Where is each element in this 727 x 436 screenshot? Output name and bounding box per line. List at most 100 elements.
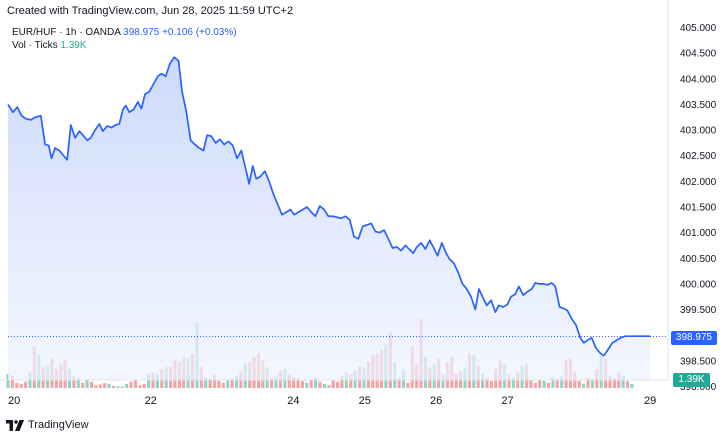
time-axis-tick: 26 bbox=[430, 395, 442, 407]
volume-bar bbox=[125, 383, 129, 388]
price-axis-tick: 401.500 bbox=[680, 203, 717, 214]
volume-bar bbox=[481, 374, 485, 388]
volume-bar bbox=[292, 376, 296, 388]
volume-bar bbox=[274, 375, 278, 388]
volume-bar bbox=[300, 381, 304, 388]
volume-bar bbox=[287, 374, 291, 388]
volume-bar bbox=[630, 383, 634, 388]
volume-bar bbox=[19, 383, 23, 388]
price-axis-tick: 400.500 bbox=[680, 254, 717, 265]
volume-bar bbox=[142, 383, 146, 388]
volume-bar bbox=[138, 385, 142, 388]
volume-bar bbox=[208, 379, 212, 388]
volume-bar bbox=[296, 378, 300, 388]
legend-volume-label: Vol · Ticks bbox=[12, 40, 58, 51]
legend-main-row: EUR/HUF · 1h · OANDA 398.975 +0.106 (+0.… bbox=[12, 26, 237, 39]
legend-price: 398.975 bbox=[123, 27, 160, 38]
volume-bar bbox=[586, 377, 590, 388]
volume-bar bbox=[10, 375, 14, 388]
volume-bar bbox=[608, 375, 612, 388]
volume-bar bbox=[230, 378, 234, 388]
volume-bar bbox=[626, 381, 630, 388]
volume-bar bbox=[15, 382, 19, 388]
volume-bar bbox=[322, 383, 326, 388]
legend-volume-value: 1.39K bbox=[60, 40, 87, 51]
volume-bar bbox=[94, 385, 98, 388]
volume-bar bbox=[340, 375, 344, 388]
volume-bar bbox=[147, 374, 151, 388]
price-axis-tick: 404.500 bbox=[680, 49, 717, 60]
volume-bar bbox=[406, 382, 410, 388]
volume-bar bbox=[309, 380, 313, 388]
volume-bar bbox=[204, 377, 208, 388]
volume-bar bbox=[103, 383, 107, 388]
time-axis-tick: 22 bbox=[145, 395, 157, 407]
time-axis-tick: 29 bbox=[644, 395, 656, 407]
volume-bar bbox=[155, 374, 159, 388]
volume-bar bbox=[533, 382, 537, 388]
time-axis-tick: 20 bbox=[8, 395, 20, 407]
time-axis[interactable]: 20 22 24 25 26 27 29 bbox=[8, 395, 656, 407]
volume-bar bbox=[485, 377, 489, 388]
volume-bar bbox=[111, 385, 116, 388]
volume-bar bbox=[542, 381, 546, 388]
volume-bar bbox=[529, 380, 533, 388]
volume-bar bbox=[582, 383, 586, 388]
price-axis-tick: 402.500 bbox=[680, 151, 717, 162]
volume-bar bbox=[511, 377, 515, 388]
volume-bar bbox=[327, 385, 331, 388]
price-axis-tick: 403.500 bbox=[680, 100, 717, 111]
volume-bar bbox=[221, 382, 225, 388]
volume-bar bbox=[226, 380, 230, 388]
volume-bar bbox=[85, 380, 89, 388]
volume-bar bbox=[72, 375, 76, 388]
legend-symbol: EUR/HUF · 1h · OANDA bbox=[12, 27, 121, 38]
price-axis-tick: 404.000 bbox=[680, 74, 717, 85]
volume-bar bbox=[314, 377, 318, 388]
tradingview-logo-icon bbox=[6, 419, 24, 431]
last-price-badge: 398.975 bbox=[671, 331, 717, 345]
price-axis-tick: 399.500 bbox=[680, 305, 717, 316]
price-axis-tick: 398.500 bbox=[680, 356, 717, 367]
legend-change: +0.106 (+0.03%) bbox=[162, 27, 237, 38]
volume-bar bbox=[551, 377, 555, 388]
volume-bar bbox=[397, 377, 401, 388]
volume-bar bbox=[24, 381, 28, 388]
volume-bar bbox=[349, 374, 353, 388]
volume-bar bbox=[133, 379, 138, 388]
volume-bar bbox=[546, 382, 551, 388]
price-axis-tick: 402.000 bbox=[680, 177, 717, 188]
volume-bar bbox=[212, 374, 217, 388]
tradingview-footer[interactable]: TradingView bbox=[6, 419, 89, 431]
volume-bar bbox=[107, 383, 111, 388]
price-axis-tick: 401.000 bbox=[680, 228, 717, 239]
last-volume-badge: 1.39K bbox=[673, 373, 710, 387]
legend-volume-row: Vol · Ticks 1.39K bbox=[12, 39, 237, 52]
volume-bar bbox=[489, 381, 493, 388]
volume-bar bbox=[6, 374, 10, 388]
volume-bar bbox=[612, 378, 616, 388]
price-axis-tick: 398.000 bbox=[680, 382, 717, 393]
volume-bar bbox=[98, 384, 102, 388]
volume-bar bbox=[560, 375, 564, 388]
price-line bbox=[7, 56, 651, 357]
volume-bar bbox=[89, 381, 94, 388]
volume-bar bbox=[555, 379, 559, 388]
volume-bar bbox=[318, 381, 322, 388]
volume-bar bbox=[621, 375, 625, 388]
price-axis-tick: 403.000 bbox=[680, 126, 717, 137]
price-area-fill bbox=[8, 57, 651, 381]
volume-bar bbox=[577, 381, 581, 388]
volume-bar bbox=[507, 374, 511, 388]
price-axis[interactable]: 405.000 404.500 404.000 403.500 403.000 402.5… bbox=[680, 23, 717, 393]
time-axis-tick: 25 bbox=[359, 395, 371, 407]
volume-bar bbox=[81, 382, 85, 388]
chart-legend: EUR/HUF · 1h · OANDA 398.975 +0.106 (+0.… bbox=[12, 26, 237, 52]
volume-bar bbox=[441, 374, 445, 388]
price-axis-tick: 405.000 bbox=[680, 23, 717, 34]
volume-bar bbox=[270, 377, 274, 388]
volume-bar bbox=[76, 377, 80, 388]
volume-bar bbox=[538, 379, 542, 388]
created-with-text: Created with TradingView.com, Jun 28, 20… bbox=[7, 5, 294, 17]
